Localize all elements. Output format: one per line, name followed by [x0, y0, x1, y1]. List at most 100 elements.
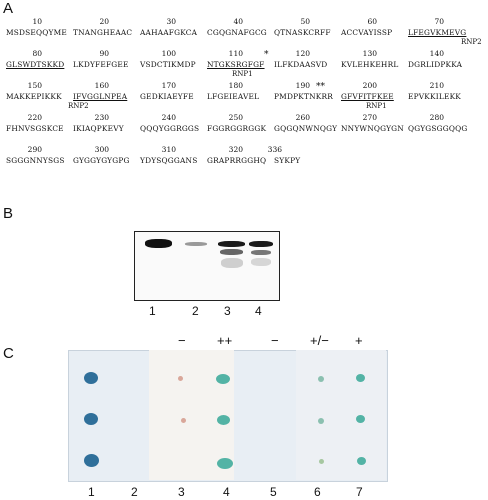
position-number: 310	[161, 145, 176, 154]
panel-label-a: A	[3, 0, 14, 17]
blot-dot	[216, 374, 230, 384]
sequence-panel: 10 20 30 40 50 60 70 MSDSEQQYME TNANGHEA…	[6, 17, 488, 167]
binding-symbol: +/−	[310, 333, 329, 348]
gel-band	[221, 258, 243, 268]
sequence-segment: YDYSQGGANS	[140, 156, 198, 165]
binding-symbol: −	[178, 333, 186, 348]
rnp2-motif-label: RNP2	[68, 102, 89, 110]
blot-dot	[356, 415, 365, 423]
position-numbers-row: 290 300 310 320 336	[6, 145, 488, 156]
position-number: 280	[429, 113, 444, 122]
panel-label-b: B	[3, 205, 14, 222]
position-numbers-row: 80 90 100 110 * 120 130 140	[6, 49, 488, 60]
blot-lane-label: 5	[270, 485, 277, 499]
blot-dot	[318, 418, 324, 424]
sequence-row: FHNVSGSKCE IKIAQPKEVY QQQYGGRGGS FGGRGGR…	[6, 124, 488, 135]
sequence-segment: SYKPY	[274, 156, 301, 165]
position-number: 190	[295, 81, 310, 90]
position-number: 100	[161, 49, 176, 58]
sequence-segment: KVLEHKEHRL	[341, 60, 399, 69]
double-asterisk-marker: **	[316, 82, 325, 92]
gel-band	[220, 249, 243, 255]
blot-dot	[178, 376, 183, 381]
gel-band	[145, 239, 172, 248]
sequence-segment: LKDYFEFGEE	[73, 60, 129, 69]
blot-dot	[318, 376, 324, 382]
position-number: 130	[362, 49, 377, 58]
position-number: 110	[228, 49, 243, 58]
blot-lane-label: 4	[223, 485, 230, 499]
sequence-segment: GQGQNWNQGY	[274, 124, 338, 133]
sequence-segment: FHNVSGSKCE	[6, 124, 64, 133]
blot-dot	[181, 418, 186, 423]
binding-symbol: ++	[217, 333, 233, 348]
position-number: 170	[161, 81, 176, 90]
sequence-segment: NNYWNQGYGN	[341, 124, 404, 133]
blot-dot	[84, 372, 98, 384]
binding-symbol: −	[271, 333, 279, 348]
blot-dot	[217, 458, 233, 469]
position-number: 210	[429, 81, 444, 90]
position-number: 220	[27, 113, 42, 122]
position-number: 260	[295, 113, 310, 122]
position-number: 140	[429, 49, 444, 58]
position-number: 50	[300, 17, 310, 26]
sequence-row: GLSWDTSKKD LKDYFEFGEE VSDCTIKMDP NTGKSRG…	[6, 60, 488, 78]
position-number: 20	[99, 17, 109, 26]
sequence-row: MAKKEPIKKK IFVGGLNPEA GEDKIAEYFE LFGEIEA…	[6, 92, 488, 110]
gel-lane-label: 3	[224, 304, 231, 318]
sequence-row: MSDSEQQYME TNANGHEAAC AAHAAFGKCA CGQGNAF…	[6, 28, 488, 46]
sequence-segment: EPVKKILEKK	[408, 92, 462, 101]
rnp2-motif-label: RNP2	[461, 38, 482, 46]
sequence-segment: NTGKSRGFGF	[207, 60, 265, 69]
position-numbers-row: 150 160 170 180 190 ** 200 210	[6, 81, 488, 92]
blot-dot	[319, 459, 324, 464]
sequence-segment: GFVFITFKEE	[341, 92, 394, 101]
blot-lane-label: 3	[178, 485, 185, 499]
position-number: 30	[166, 17, 176, 26]
position-number: 40	[233, 17, 243, 26]
sequence-segment: DGRLIDPKKA	[408, 60, 463, 69]
position-numbers-row: 10 20 30 40 50 60 70	[6, 17, 488, 28]
position-number: 60	[367, 17, 377, 26]
gel-band	[251, 250, 271, 255]
gel-band	[218, 241, 245, 247]
panel-label-c: C	[3, 345, 14, 362]
blot-dot	[217, 415, 230, 425]
sequence-segment: ILFKDAASVD	[274, 60, 328, 69]
blot-lane-label: 1	[88, 485, 95, 499]
position-number: 180	[228, 81, 243, 90]
sequence-segment: IKIAQPKEVY	[73, 124, 124, 133]
gel-band	[251, 258, 271, 266]
rnp1-motif-label: RNP1	[232, 70, 253, 78]
sequence-segment: GEDKIAEYFE	[140, 92, 194, 101]
position-number: 160	[94, 81, 109, 90]
blot-dot	[356, 374, 365, 382]
gel-lane-label: 4	[255, 304, 262, 318]
sequence-segment: GRAPRRGGHQ	[207, 156, 267, 165]
position-number: 80	[32, 49, 42, 58]
position-number: 10	[32, 17, 42, 26]
blot-dot	[84, 454, 99, 467]
position-number: 200	[362, 81, 377, 90]
position-number: 300	[94, 145, 109, 154]
position-number: 250	[228, 113, 243, 122]
sequence-segment: GLSWDTSKKD	[6, 60, 65, 69]
position-number: 230	[94, 113, 109, 122]
blot-lane-label: 6	[314, 485, 321, 499]
sequence-segment: GYGGYGYGPG	[73, 156, 130, 165]
sequence-segment: FGGRGGRGGK	[207, 124, 267, 133]
sequence-segment: PMDPKTNKRR	[274, 92, 334, 101]
gel-band	[249, 241, 273, 247]
gel-lane-label: 2	[192, 304, 199, 318]
position-number: 70	[434, 17, 444, 26]
blot-dot	[84, 413, 98, 425]
sequence-segment: ACCVAYISSP	[341, 28, 393, 37]
position-numbers-row: 220 230 240 250 260 270 280	[6, 113, 488, 124]
sequence-segment: LFGEIEAVEL	[207, 92, 260, 101]
sequence-row: SGGGNNYSGS GYGGYGYGPG YDYSQGGANS GRAPRRG…	[6, 156, 488, 167]
sequence-segment: AAHAAFGKCA	[140, 28, 198, 37]
sequence-segment: QTNASKCRFF	[274, 28, 331, 37]
dot-blot-membrane-strip	[296, 350, 386, 480]
position-number: 150	[27, 81, 42, 90]
